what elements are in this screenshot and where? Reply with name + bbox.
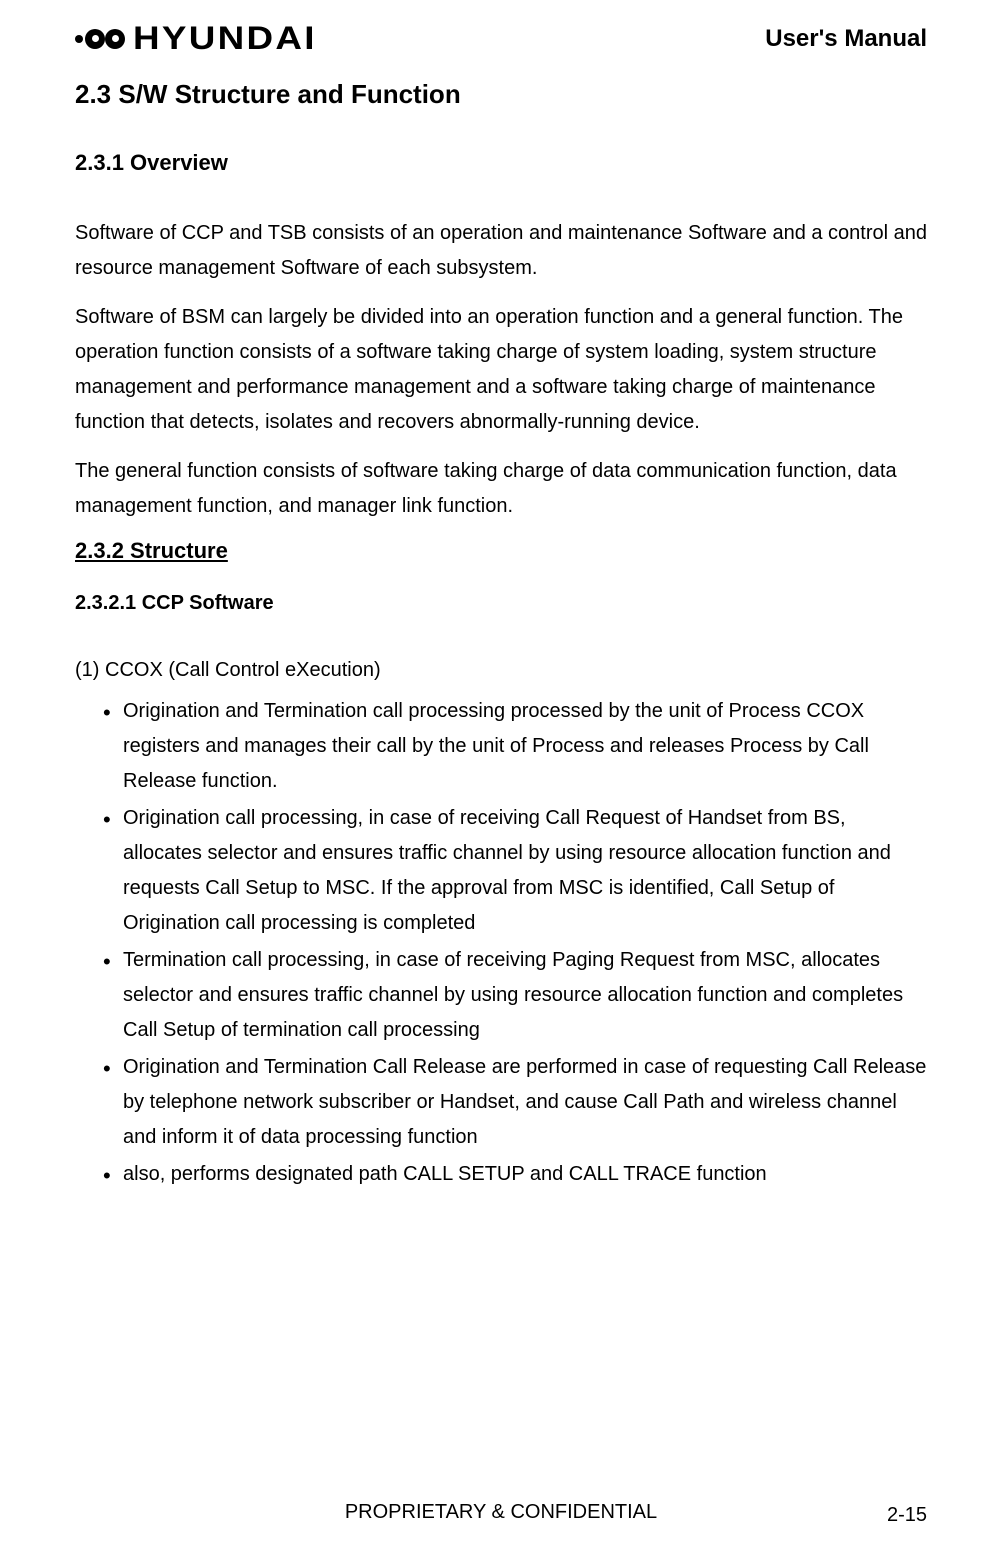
ccox-bullet-list: Origination and Termination call process… — [75, 694, 927, 1192]
list-item: Origination and Termination call process… — [103, 694, 927, 799]
page-footer: PROPRIETARY & CONFIDENTIAL 2-15 — [0, 1501, 1002, 1524]
overview-paragraph-2: Software of BSM can largely be divided i… — [75, 300, 927, 440]
overview-paragraph-3: The general function consists of softwar… — [75, 454, 927, 524]
list-item: Termination call processing, in case of … — [103, 943, 927, 1048]
header-title: User's Manual — [765, 25, 927, 53]
page-number: 2-15 — [887, 1504, 927, 1527]
list-item: also, performs designated path CALL SETU… — [103, 1157, 927, 1192]
overview-paragraph-1: Software of CCP and TSB consists of an o… — [75, 216, 927, 286]
list-item: Origination call processing, in case of … — [103, 801, 927, 941]
footer-text: PROPRIETARY & CONFIDENTIAL — [345, 1501, 657, 1524]
logo-text: HYUNDAI — [133, 20, 317, 57]
section-heading-ccp-software: 2.3.2.1 CCP Software — [75, 592, 927, 615]
section-heading-structure: 2.3.2 Structure — [75, 538, 927, 564]
section-heading-sw-structure: 2.3 S/W Structure and Function — [75, 79, 927, 110]
ccox-heading: (1) CCOX (Call Control eXecution) — [75, 653, 927, 688]
section-heading-overview: 2.3.1 Overview — [75, 150, 927, 176]
logo-dots-icon — [75, 29, 125, 49]
page-header: HYUNDAI User's Manual — [75, 20, 927, 57]
logo: HYUNDAI — [75, 20, 293, 57]
list-item: Origination and Termination Call Release… — [103, 1050, 927, 1155]
